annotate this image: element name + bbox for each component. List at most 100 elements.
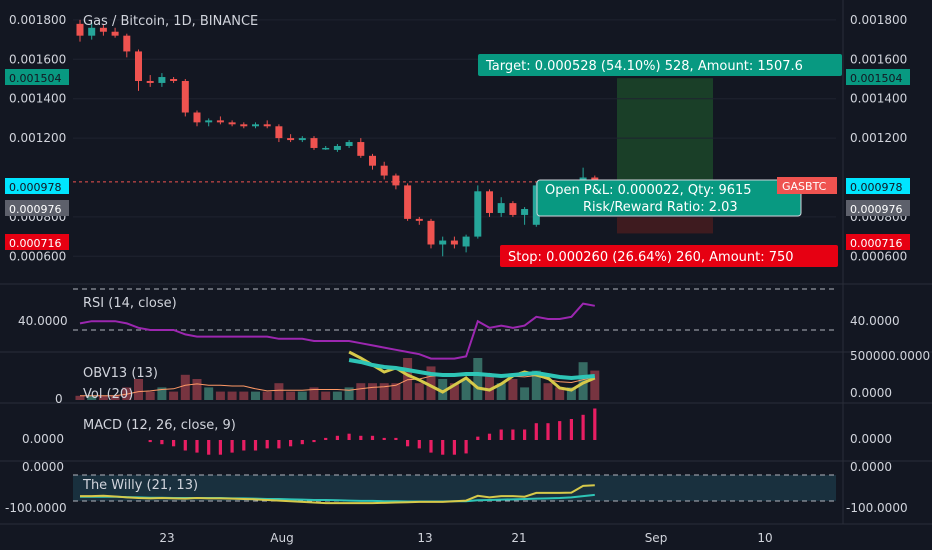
candle-body (415, 218, 423, 221)
willy-band (73, 475, 836, 501)
stop-box[interactable]: Stop: 0.000260 (26.64%) 260, Amount: 750 (500, 245, 838, 267)
volume-bar (578, 362, 588, 400)
volume-bar (332, 391, 342, 400)
macd-bar (207, 440, 211, 455)
macd-bar (242, 440, 246, 451)
candle-body (275, 126, 283, 139)
tag-current-left: 0.000978 (9, 181, 62, 194)
macd-bar (441, 440, 445, 455)
time-axis[interactable]: 23 Aug 13 21 Sep 10 (159, 531, 772, 545)
candle-body (76, 23, 84, 36)
target-text: Target: 0.000528 (54.10%) 528, Amount: 1… (485, 59, 803, 74)
macd-bar (487, 433, 492, 440)
time-tick: 21 (511, 531, 526, 545)
macd-bar (335, 435, 339, 440)
willy-pane[interactable]: The Willy (21, 13) 0.0000 -100.0000 0.00… (5, 460, 908, 515)
macd-bar (511, 429, 515, 440)
rsi-pane[interactable]: RSI (14, close) 40.0000 40.0000 (18, 288, 900, 360)
price-tick-left: 0.001400 (9, 92, 66, 106)
obv-tick-top: 500000.0000 (850, 349, 930, 363)
candle-body (252, 124, 259, 127)
volume-bar (274, 383, 284, 400)
volume-bar (566, 387, 576, 400)
macd-bar (172, 440, 176, 447)
candle-body (427, 220, 435, 245)
time-tick: 23 (159, 531, 174, 545)
obv-signal-line (348, 350, 596, 394)
macd-bar (183, 440, 187, 451)
candle-body (392, 175, 400, 186)
macd-bar (499, 429, 503, 440)
price-tick-right: 0.000600 (850, 249, 907, 263)
candle-body (170, 79, 178, 81)
candle-body (474, 191, 482, 237)
candle-body (333, 145, 341, 150)
candle-body (497, 203, 505, 213)
candle-body (193, 112, 201, 123)
volume-bar (379, 383, 389, 400)
volume-bar (98, 395, 108, 400)
price-axis-right[interactable]: 0.0018000.0016000.0014000.0012000.000800… (850, 13, 907, 263)
macd-pane[interactable]: MACD (12, 26, close, 9) 0.0000 0.0000 (22, 408, 892, 455)
pane-separators (0, 0, 932, 525)
stop-text: Stop: 0.000260 (26.64%) 260, Amount: 750 (508, 250, 794, 265)
pnl-box[interactable]: Open P&L: 0.000022, Qty: 9615 Risk/Rewar… (536, 179, 802, 217)
macd-bar (218, 440, 222, 455)
macd-bar (230, 440, 234, 453)
candle-body (158, 77, 166, 83)
candle-body (263, 124, 271, 127)
volume-bar (344, 387, 354, 400)
price-tick-left: 0.001800 (9, 13, 66, 27)
volume-bar (449, 383, 459, 400)
volume-bar (227, 391, 237, 400)
volume-bar (297, 391, 307, 400)
volume-bar (473, 358, 483, 400)
candle-body (369, 155, 376, 166)
candle-body (345, 142, 353, 146)
obv-tick-zero-left: 0 (55, 392, 63, 406)
volume-bar (169, 391, 179, 400)
position-profit-zone (617, 78, 713, 182)
candle-body (181, 80, 189, 113)
svg-text:GASBTC: GASBTC (782, 180, 827, 193)
willy-label: The Willy (21, 13) (82, 478, 198, 493)
macd-bar (312, 440, 316, 443)
price-tick-right: 0.001800 (850, 13, 907, 27)
right-price-tags: 0.001504 0.000978 0.000976 0.000716 (846, 69, 910, 250)
tag-last-right: 0.000976 (850, 203, 903, 216)
time-tick: 13 (417, 531, 432, 545)
macd-bar (160, 440, 164, 445)
volume-bar (531, 370, 541, 400)
macd-bar (581, 414, 585, 440)
price-pane[interactable]: Gas / Bitcoin, 1D, BINANCE Target: 0.000… (73, 14, 842, 267)
volume-bar (110, 395, 120, 400)
rr-text: Risk/Reward Ratio: 2.03 (583, 200, 738, 215)
macd-tick-left: 0.0000 (22, 432, 64, 446)
pnl-text: Open P&L: 0.000022, Qty: 9615 (545, 183, 752, 198)
chart-title: Gas / Bitcoin, 1D, BINANCE (83, 14, 258, 29)
time-tick: Aug (270, 531, 293, 545)
rsi-tick-left: 40.0000 (18, 314, 68, 328)
candle-body (380, 165, 388, 176)
macd-bar (417, 440, 421, 449)
volume-bar (134, 379, 143, 400)
volume-bar (414, 383, 424, 400)
willy-tick-bottom-left: -100.0000 (5, 501, 67, 515)
tag-stop-left: 0.000716 (9, 237, 62, 250)
volume-bar (356, 383, 366, 400)
price-tick-right: 0.001600 (850, 52, 907, 66)
volume-bar (180, 374, 190, 400)
candle-body (486, 191, 493, 213)
macd-bar (324, 437, 328, 440)
volume-bar (555, 387, 565, 400)
candle-body (216, 120, 224, 123)
price-tick-right: 0.001200 (850, 131, 907, 145)
price-tick-left: 0.001200 (9, 131, 66, 145)
obv-pane[interactable]: OBV13 (13) Vol (20) 500000.0000 0.0000 (75, 349, 931, 402)
target-box[interactable]: Target: 0.000528 (54.10%) 528, Amount: 1… (478, 54, 842, 76)
macd-histogram (148, 408, 597, 455)
symbol-tag: GASBTC (777, 177, 837, 194)
tag-current-right: 0.000978 (850, 181, 903, 194)
candle-body (205, 120, 213, 123)
